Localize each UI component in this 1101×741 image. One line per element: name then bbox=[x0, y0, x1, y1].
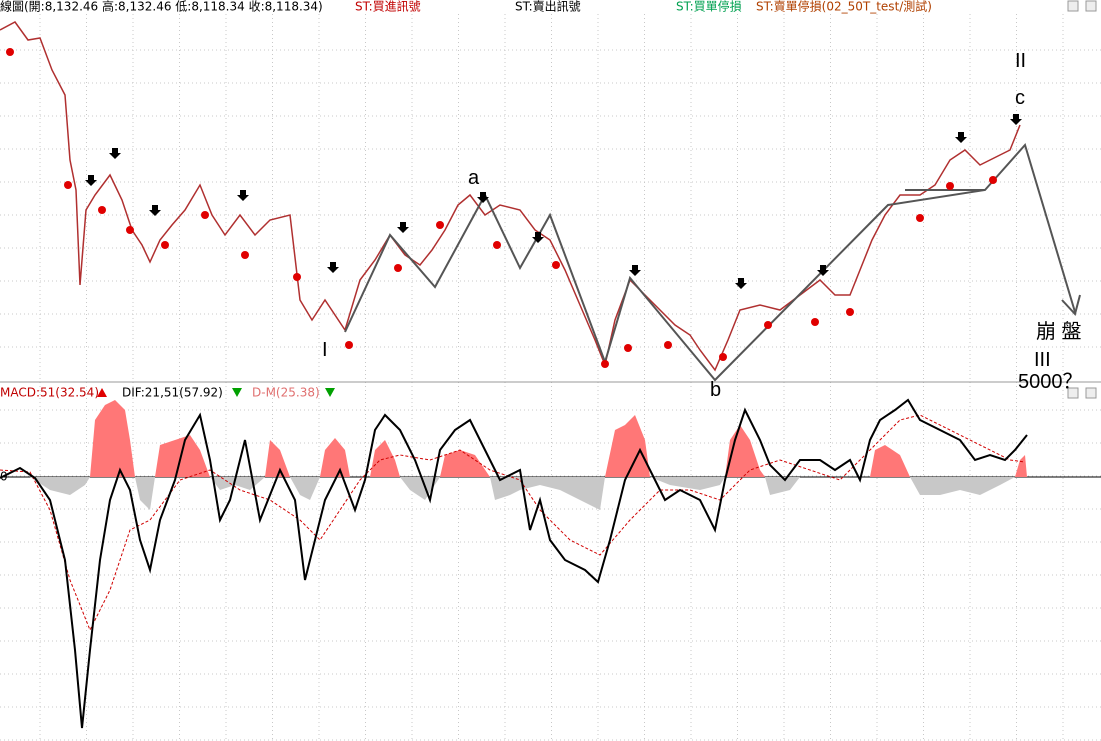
legend-sell-stop: ST:賣單停損(02_50T_test/測試) bbox=[756, 0, 932, 14]
macd-label: MACD:51(32.54) bbox=[0, 386, 99, 400]
crash-label: 崩 盤 bbox=[1036, 320, 1082, 343]
signal-line bbox=[0, 414, 1026, 632]
quote: 線圖(開:8,132.46 高:8,132.46 低:8,118.34 收:8,… bbox=[0, 0, 323, 14]
wave-label: b bbox=[710, 379, 721, 401]
dif-line bbox=[0, 398, 1028, 729]
wave-label: c bbox=[1015, 87, 1025, 109]
wave-label: a bbox=[468, 167, 480, 189]
legend-sell: ST:賣出訊號 bbox=[515, 0, 581, 14]
up-icon bbox=[97, 388, 107, 397]
arrow-head bbox=[1061, 294, 1081, 317]
window-buttons[interactable] bbox=[1067, 0, 1097, 399]
wave-label: I bbox=[322, 339, 328, 361]
price-candles bbox=[0, 21, 1021, 372]
wave-label: III bbox=[1034, 349, 1051, 371]
dm-label: D-M(25.38) bbox=[252, 386, 320, 400]
histogram-negative bbox=[30, 477, 1015, 510]
dif-label: DIF:21,51(57.92) bbox=[122, 386, 223, 400]
signal-markers bbox=[6, 48, 997, 368]
sell-markers bbox=[85, 114, 1022, 289]
wave-label: II bbox=[1015, 50, 1026, 72]
legend-buy: ST:買進訊號 bbox=[355, 0, 421, 14]
down-icon bbox=[232, 388, 242, 397]
histogram-positive bbox=[90, 400, 1027, 477]
legend-buy-stop: ST:買單停損 bbox=[676, 0, 742, 14]
target-label: 5000？ bbox=[1018, 371, 1083, 393]
down-icon bbox=[325, 388, 335, 397]
